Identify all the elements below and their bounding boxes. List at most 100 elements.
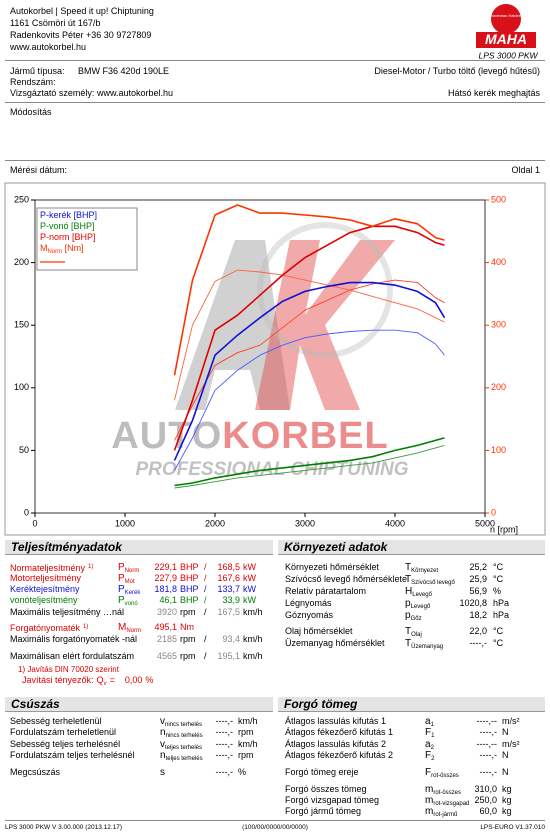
- symbol: F: [425, 750, 432, 761]
- unit: °C: [493, 574, 504, 584]
- row-symbol: vnincs terhelés: [160, 716, 202, 731]
- row-symbol: Pvonó: [118, 595, 138, 610]
- value: 195,1: [217, 651, 240, 661]
- row-label: vonóteljesítmény: [10, 595, 78, 606]
- symbol-sub: vonó: [124, 601, 138, 607]
- label-text: Forgó összes tömeg: [285, 784, 367, 794]
- label-text: Motorteljesítmény: [10, 573, 82, 583]
- x-tick-label: 5000: [475, 518, 495, 528]
- row-label: Keréktejesítmény: [10, 584, 80, 595]
- value: ----,-: [215, 767, 234, 777]
- value: 4565: [156, 651, 177, 661]
- symbol: M: [118, 622, 127, 633]
- field-label: Mérési dátum:: [10, 165, 68, 175]
- y2-tick-label: 200: [491, 382, 506, 392]
- label-text: Szívócső levegő hőmérséklete: [285, 574, 408, 584]
- value: 22,0: [469, 626, 487, 636]
- separator: /: [204, 634, 207, 644]
- unit: °C: [493, 638, 504, 648]
- row-symbol: TOlaj: [405, 626, 422, 641]
- value: 2185: [156, 634, 177, 644]
- row-label: Relatív páratartalom: [285, 586, 366, 597]
- symbol-sub: Környezet: [411, 568, 439, 574]
- symbol-sub: rot-összes: [431, 773, 459, 779]
- separator: /: [204, 595, 207, 605]
- separator: /: [204, 584, 207, 594]
- legend-name: P-norm [BHP]: [40, 232, 96, 242]
- compare-line: [174, 329, 445, 471]
- compare-line: [174, 269, 445, 401]
- symbol: n: [160, 750, 166, 761]
- chart-frame: [4, 182, 546, 536]
- row-symbol: MNorm: [118, 622, 141, 637]
- y-tick-label: 100: [14, 382, 29, 392]
- watermark-ring: [257, 222, 393, 358]
- row-label: Maximális teljesítmény …nál: [10, 607, 124, 618]
- symbol-sub: teljes terhelés: [165, 745, 203, 751]
- symbol-sub: 2: [430, 745, 434, 751]
- symbol-sub: teljes terhelés: [165, 756, 203, 762]
- label-text: Átlagos lassulás kifutás 1: [285, 716, 387, 726]
- value: ----,-: [215, 716, 234, 726]
- unit: rpm: [180, 651, 196, 661]
- symbol: F: [425, 727, 432, 738]
- watermark-part: KORBEL: [222, 415, 388, 457]
- value: 93,4: [222, 634, 240, 644]
- label-note: 1): [88, 564, 94, 570]
- row-label: Góznyomás: [285, 610, 333, 621]
- unit: N: [502, 750, 509, 760]
- unit: kg: [502, 795, 512, 805]
- label-text: Forgó tömeg ereje: [285, 767, 359, 777]
- y2-tick-label: 100: [491, 445, 506, 455]
- value: 60,0: [479, 806, 497, 816]
- symbol: v: [160, 716, 165, 727]
- row-label: Normateljesítmény 1): [10, 562, 93, 574]
- value: 229,1: [154, 562, 177, 572]
- logo-circle: [491, 4, 521, 34]
- unit: %: [493, 586, 502, 596]
- row-symbol: PMot: [118, 573, 135, 588]
- field-label: Rendszám:: [10, 77, 56, 87]
- symbol: T: [405, 574, 412, 585]
- legend: P-kerék [BHP]P-vonó [BHP]P-norm [BHP]MNo…: [36, 207, 138, 271]
- row-symbol: TÜzemanyag: [405, 638, 443, 653]
- label-text: Forgó jármű tömeg: [285, 806, 362, 816]
- legend-label: P-vonó [BHP]: [40, 221, 95, 231]
- unit: N: [502, 727, 509, 737]
- unit: rpm: [180, 607, 196, 617]
- correction-sub: v: [103, 681, 107, 687]
- y-tick-label: 150: [14, 320, 29, 330]
- footer-left: LPS 3000 PKW V 3.00.000 (2013.12.17): [5, 824, 123, 831]
- legend-suffix: [Nm]: [62, 243, 84, 253]
- label-text: Sebesség teljes terhelésnél: [10, 739, 121, 749]
- watermark-text: AUTOKORBEL: [111, 415, 388, 457]
- symbol: p: [405, 610, 411, 621]
- symbol-sub: Olaj: [411, 632, 422, 638]
- label-text: Üzemanyag hőmérséklet: [285, 638, 385, 648]
- label-text: Sebesség terheletlenül: [10, 716, 102, 726]
- unit: m/s²: [502, 716, 520, 726]
- symbol-sub: Levegő: [410, 604, 431, 610]
- value: 495,1: [154, 622, 177, 632]
- value: 1020,8: [459, 598, 487, 608]
- legend-label: P-norm [BHP]: [40, 232, 96, 242]
- unit: rpm: [180, 634, 196, 644]
- compare-line: [174, 279, 445, 441]
- symbol: a: [425, 716, 431, 727]
- separator: [5, 102, 545, 103]
- separator: [5, 160, 545, 161]
- symbol-sub: 2: [431, 756, 435, 762]
- symbol-sub: Norm: [126, 628, 142, 634]
- symbol: m: [425, 806, 434, 817]
- unit: km/h: [243, 607, 263, 617]
- unit: kg: [502, 784, 512, 794]
- value: 3920: [156, 607, 177, 617]
- legend-sub: Norm: [48, 249, 63, 255]
- row-label: Fordulatszám terheletlenül: [10, 727, 116, 738]
- row-symbol: nnincs terhelés: [160, 727, 203, 742]
- y-tick-label: 250: [14, 194, 29, 204]
- field-label: Vizsgáztató személy:: [10, 88, 95, 98]
- label-text: Relatív páratartalom: [285, 586, 367, 596]
- value: 18,2: [469, 610, 487, 620]
- symbol-sub: nincs terhelés: [165, 722, 203, 728]
